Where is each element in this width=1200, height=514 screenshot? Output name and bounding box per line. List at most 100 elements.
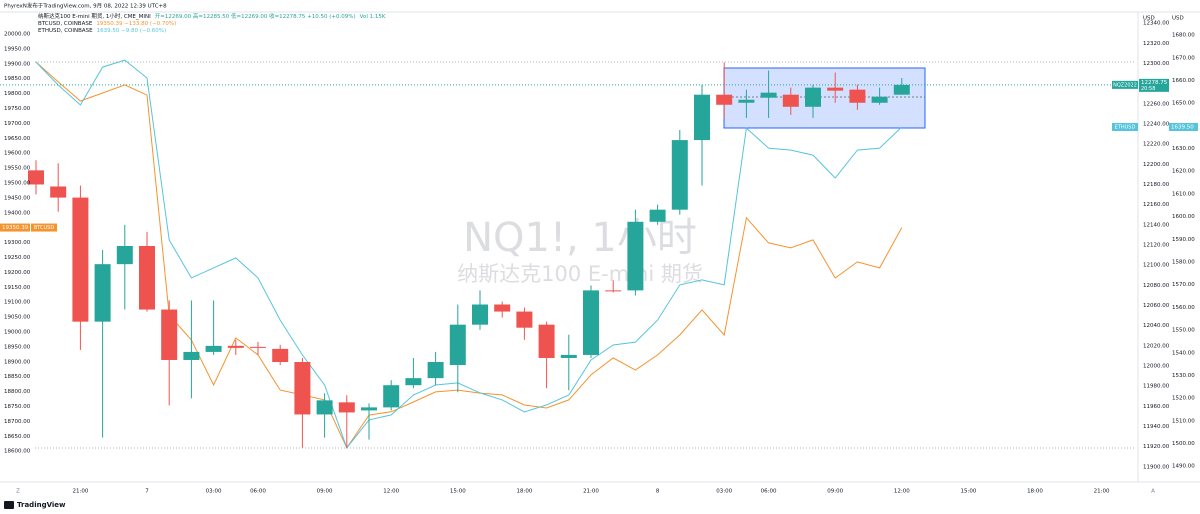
candle-body (605, 290, 622, 292)
candle-body (827, 87, 844, 91)
symbol-box (1112, 80, 1138, 89)
last-value-label: 19350.39 (2, 225, 29, 231)
candle-body (227, 345, 244, 348)
x-tick-label: 8 (656, 489, 660, 495)
candle-body (849, 89, 866, 103)
candles (28, 62, 910, 448)
y-tick-label: 11960.00 (1143, 404, 1170, 410)
y-tick-label: 19000.00 (4, 329, 31, 335)
y-tick-label: 12260.00 (1143, 101, 1170, 107)
x-tick-label: 12:00 (894, 489, 910, 495)
y-tick-label: 19250.00 (4, 255, 31, 261)
y-tick-label: 1600.00 (1172, 214, 1195, 220)
y-tick-label: 1590.00 (1172, 237, 1195, 243)
y-tick-label: 1680.00 (1172, 33, 1195, 39)
y-tick-label: 1650.00 (1172, 101, 1195, 107)
candle-body (294, 362, 311, 415)
y-tick-label: 19900.00 (4, 61, 31, 67)
candle-body (516, 311, 533, 328)
y-tick-label: 12160.00 (1143, 202, 1170, 208)
zoom-button[interactable]: Z (16, 489, 20, 495)
candle-body (94, 264, 111, 322)
y-tick-label: 18650.00 (4, 434, 31, 440)
y-tick-label: 1670.00 (1172, 55, 1195, 61)
candle-body (560, 354, 577, 358)
candle-body (538, 324, 555, 358)
candle-body (694, 94, 710, 141)
candle-body (871, 96, 888, 103)
y-tick-label: 18950.00 (4, 344, 31, 350)
candle-body (494, 304, 511, 312)
candle-body (649, 209, 666, 222)
y-tick-label: 12040.00 (1143, 323, 1170, 329)
candle-body (383, 385, 400, 408)
price-box (1139, 78, 1169, 92)
candle-body (671, 140, 688, 210)
x-tick-label: 12:00 (383, 489, 399, 495)
y-tick-label: 19800.00 (4, 91, 31, 97)
x-tick-label: 06:00 (761, 489, 777, 495)
legend-eth: ETHUSD, COINBASE 1639.50 −9.80 (−0.60%) (38, 28, 170, 35)
y-tick-label: 12180.00 (1143, 182, 1170, 188)
legend-nq-volume: Vol 1.15K (359, 14, 386, 20)
symbol-box (1112, 122, 1138, 131)
y-tick-label: 12200.00 (1143, 162, 1170, 168)
x-tick-label: 18:00 (516, 489, 532, 495)
x-tick-label: 15:00 (960, 489, 976, 495)
candle-body (472, 304, 488, 325)
x-tick-label: 21:00 (1094, 489, 1110, 495)
candle-body (139, 246, 155, 310)
y-tick-label: 18800.00 (4, 389, 31, 395)
y-tick-label: 12240.00 (1143, 121, 1170, 127)
y-tick-label: 1520.00 (1172, 396, 1195, 402)
y-tick-label: 1580.00 (1172, 259, 1195, 265)
y-tick-label: 12320.00 (1143, 41, 1170, 47)
rectangle-drawing[interactable] (723, 67, 926, 129)
x-tick-label: 03:00 (716, 489, 732, 495)
legend-btc-name: BTCUSD, COINBASE (38, 21, 93, 27)
y-tick-label: 19050.00 (4, 315, 31, 321)
y-tick-label: 12000.00 (1143, 364, 1170, 370)
x-tick-label: 7 (145, 489, 149, 495)
y-tick-label: 19700.00 (4, 121, 31, 127)
y-tick-label: 12120.00 (1143, 242, 1170, 248)
x-tick-label: 18:00 (1027, 489, 1043, 495)
candle-body (161, 309, 178, 360)
brand-logo (4, 501, 14, 509)
candle-body (738, 99, 755, 103)
legend-eth-name: ETHUSD, COINBASE (38, 28, 93, 34)
candle-body (28, 170, 44, 185)
symbol-box (31, 223, 57, 232)
candle-body (338, 402, 355, 413)
candle-body (583, 290, 599, 355)
x-tick-label: 09:00 (827, 489, 843, 495)
y-tick-label: 19200.00 (4, 270, 31, 276)
y-tick-label: 12340.00 (1143, 21, 1170, 27)
candle-body (361, 407, 377, 411)
y-tick-label: 1530.00 (1172, 373, 1195, 379)
y2-axis-label: USD (1172, 16, 1184, 22)
y-tick-label: 12220.00 (1143, 142, 1170, 148)
y-tick-label: 1540.00 (1172, 350, 1195, 356)
x-tick-label: 15:00 (450, 489, 466, 495)
y-tick-label: 19450.00 (4, 195, 31, 201)
y-tick-label: 1510.00 (1172, 418, 1195, 424)
auto-scale-button[interactable]: A (1151, 489, 1155, 495)
publisher-header: PhyrexN发布于TradingView.com, 9月 08, 2022 1… (4, 2, 167, 10)
y-tick-label: 19750.00 (4, 106, 31, 112)
y-tick-label: 19400.00 (4, 210, 31, 216)
y-tick-label: 19150.00 (4, 285, 31, 291)
candle-body (405, 378, 422, 386)
y-tick-label: 12060.00 (1143, 303, 1170, 309)
y-tick-label: 19300.00 (4, 240, 31, 246)
y-tick-label: 19500.00 (4, 180, 31, 186)
y-tick-label: 1500.00 (1172, 441, 1195, 447)
y-tick-label: 19650.00 (4, 136, 31, 142)
legend-nq-name: 纳斯达克100 E-mini 期货, 1小时, CME_MINI (38, 14, 151, 20)
y-tick-label: 12140.00 (1143, 222, 1170, 228)
x-tick-label: 21:00 (583, 489, 599, 495)
y-axis-label: USD (1143, 16, 1155, 22)
y-tick-label: 18750.00 (4, 404, 31, 410)
